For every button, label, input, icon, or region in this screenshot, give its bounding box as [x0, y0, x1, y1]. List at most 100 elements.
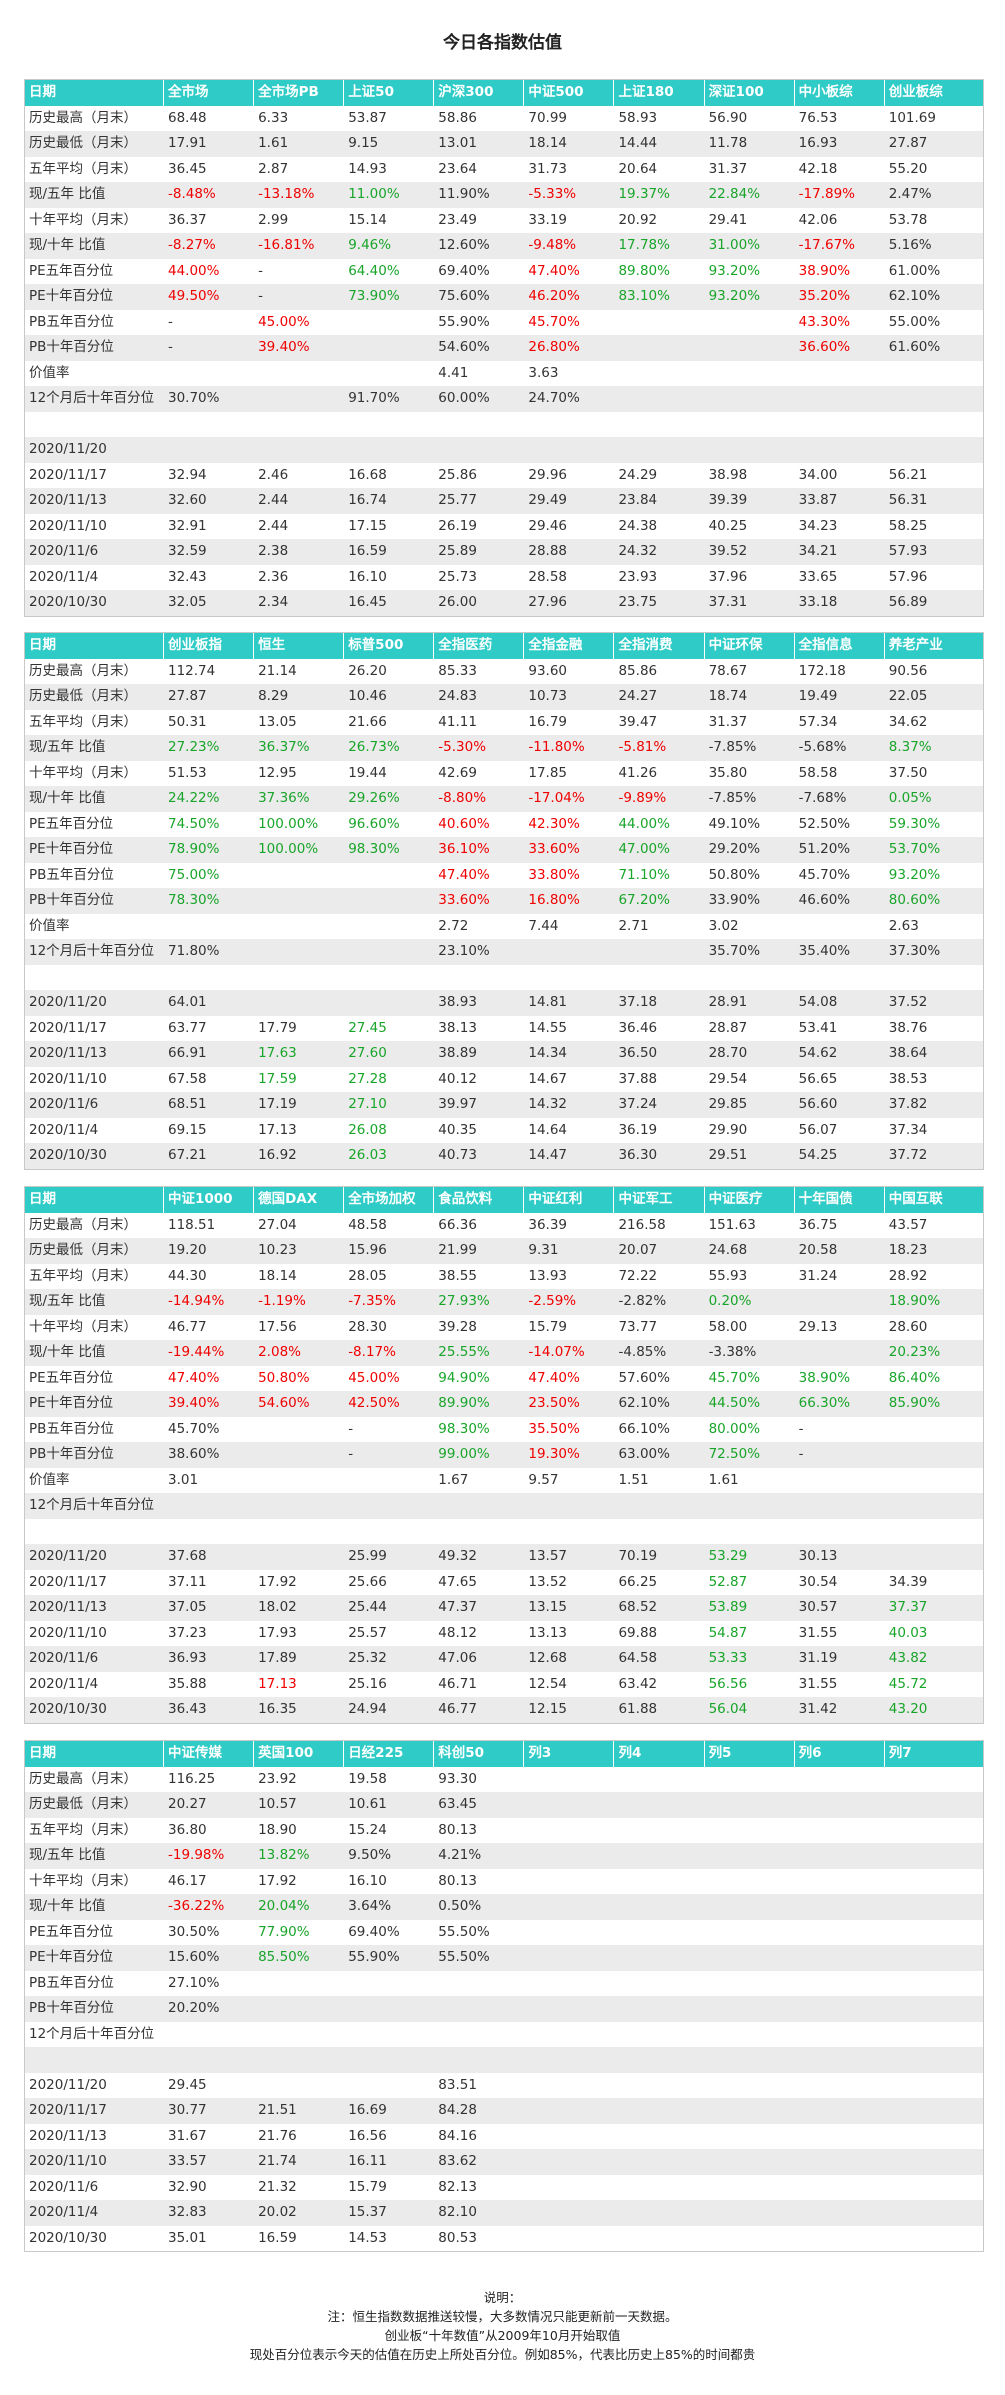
row-label: PB五年百分位 [29, 313, 114, 330]
table-cell [254, 939, 344, 965]
table-cell: 41.11 [438, 713, 477, 730]
notes-heading: 说明： [483, 2290, 522, 2305]
table-cell: 37.36% [258, 790, 310, 806]
table-cell: 9.31 [528, 1242, 559, 1258]
table-cell: 25.32 [348, 1650, 387, 1666]
table-cell: 35.70% [708, 943, 761, 959]
table-cell: 14.64 [528, 1121, 568, 1138]
row-label: 2020/11/20 [29, 1548, 107, 1564]
table-cell: 44.00% [168, 262, 220, 279]
table-cell [344, 2022, 434, 2048]
row-label: 价值率 [29, 917, 70, 934]
table-cell: 20.07 [618, 1242, 658, 1258]
table-cell [705, 1920, 795, 1946]
table-cell [344, 2047, 434, 2073]
table-cell: 14.32 [528, 1096, 568, 1112]
table-cell: 45.70% [168, 1420, 220, 1437]
table-cell: 78.90% [168, 841, 220, 857]
table-cell: 70.19 [618, 1548, 658, 1564]
table-cell: -2.82% [618, 1293, 667, 1309]
table-row [25, 1519, 983, 1545]
table-cell: 32.59 [168, 543, 207, 559]
table-cell: 35.80 [708, 764, 748, 781]
table-cell: 19.20 [168, 1242, 207, 1258]
table-cell: -5.81% [618, 739, 667, 755]
table-row: 现/十年 比值 -19.44% 2.08% -8.17% 25.55% -14.07% -4… [25, 1340, 983, 1366]
table-cell: -3.38% [708, 1344, 757, 1360]
column-header: 养老产业 [888, 637, 943, 653]
table-cell: 36.39 [528, 1216, 568, 1233]
table-row: 五年平均（月末） 36.45 2.87 14.93 23.64 31.73 20.64 31.… [25, 157, 983, 183]
table-cell: 93.60 [528, 662, 568, 679]
table-cell [254, 1544, 344, 1570]
table-cell [614, 965, 704, 991]
table-cell [885, 1843, 975, 1869]
row-label: 现/十年 比值 [29, 1344, 106, 1360]
table-cell [344, 1519, 434, 1545]
table-cell: 98.30% [348, 841, 400, 857]
table-cell: 37.72 [888, 1147, 928, 1163]
row-label: 十年平均（月末） [29, 1872, 137, 1889]
table-cell [885, 1767, 975, 1793]
table-row: PB五年百分位 45.70% - 98.30% 35.50% 66.10% 80.00% - [25, 1417, 983, 1443]
table-cell: 54.08 [798, 994, 838, 1010]
valuation-table-3: 日期 中证1000 德国DAX 全市场加权 食品饮料 中证红利 中证军工 中证医疗 十年国债 中国… [24, 1186, 984, 1724]
table-row: 历史最低（月末） 17.91 1.61 9.15 13.01 18.14 14.44 11.7… [25, 131, 983, 157]
table-cell [885, 1971, 975, 1997]
table-cell: 116.25 [168, 1770, 216, 1787]
table-cell: 24.68 [708, 1242, 748, 1258]
table-cell: 2.36 [258, 568, 289, 585]
table-cell [254, 1468, 344, 1494]
table-cell: 27.96 [528, 594, 568, 610]
table-row: PE五年百分位 47.40% 50.80% 45.00% 94.90% 47.40% 57.… [25, 1366, 983, 1392]
table-cell: 39.39 [708, 492, 748, 508]
table-cell: 15.37 [348, 2204, 387, 2220]
row-label: 2020/11/17 [29, 1573, 107, 1590]
table-cell: 21.66 [348, 713, 387, 730]
table-cell: 216.58 [618, 1216, 666, 1233]
table-cell: - [258, 288, 263, 304]
table-row: 2020/11/13 32.60 2.44 16.74 25.77 29.49 23.84 3… [25, 488, 983, 514]
table-cell [344, 939, 434, 965]
column-header: 中证医疗 [705, 1187, 795, 1213]
table-row: 2020/11/13 66.91 17.63 27.60 38.89 14.34 36.50… [25, 1041, 983, 1067]
table-cell: 27.23% [168, 739, 220, 755]
table-cell: 40.35 [438, 1121, 477, 1138]
table-cell [885, 1792, 975, 1818]
table-row: 现/五年 比值 -14.94% -1.19% -7.35% 27.93% -2.59% -2… [25, 1289, 983, 1315]
table-cell: 2.08% [258, 1344, 301, 1360]
table-cell [705, 1945, 795, 1971]
table-cell: 62.10% [888, 288, 941, 304]
table-cell [614, 1869, 704, 1895]
table-cell: 40.03 [888, 1624, 928, 1641]
table-cell: -9.48% [528, 237, 577, 253]
table-cell [705, 1996, 795, 2022]
table-cell: -7.35% [348, 1293, 396, 1309]
table-cell: -17.04% [528, 790, 585, 806]
table-row: 2020/10/30 32.05 2.34 16.45 26.00 27.96 23.75 3… [25, 590, 983, 616]
table-cell: 13.93 [528, 1267, 568, 1284]
table-cell: 2.63 [888, 917, 919, 934]
row-label [25, 412, 164, 438]
table-cell: 16.35 [258, 1701, 297, 1717]
table-cell: 69.40% [348, 1923, 400, 1940]
table-cell [705, 437, 795, 463]
table-cell [705, 2149, 795, 2175]
table-cell: 39.97 [438, 1096, 477, 1112]
table-cell [254, 863, 344, 889]
table-cell: 38.89 [438, 1045, 477, 1061]
table-cell [614, 1996, 704, 2022]
table-row: 2020/11/20 37.68 25.99 49.32 13.57 70.19 53.29… [25, 1544, 983, 1570]
table-header-row: 日期 创业板指 恒生 标普500 全指医药 全指金融 全指消费 中证环保 全指信息 养老产业 [25, 633, 983, 659]
table-cell: 85.86 [618, 662, 658, 679]
table-cell: 13.05 [258, 713, 297, 730]
table-cell [705, 1493, 795, 1519]
table-cell [705, 386, 795, 412]
table-cell: 25.89 [438, 543, 477, 559]
table-cell [524, 1894, 614, 1920]
table-cell: 56.31 [888, 492, 928, 508]
table-cell: 40.25 [708, 517, 748, 534]
table-row: 2020/10/30 35.01 16.59 14.53 80.53 [25, 2226, 983, 2252]
row-label: PE十年百分位 [29, 1949, 114, 1965]
row-label: 历史最高（月末） [29, 1216, 137, 1233]
